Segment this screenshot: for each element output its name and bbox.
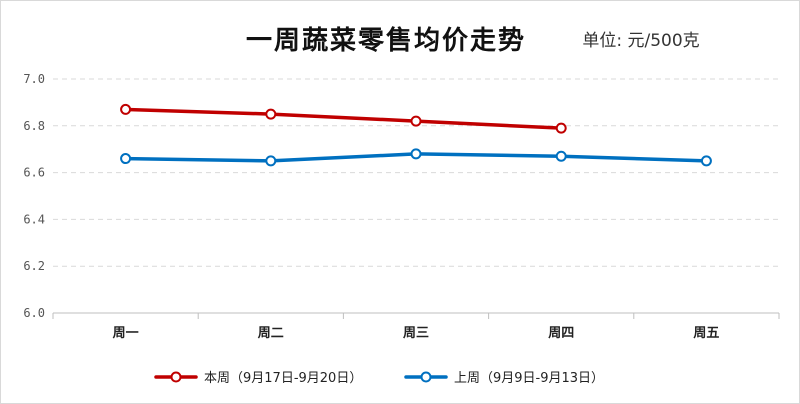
data-point [410,115,422,127]
y-tick-label: 6.6 [23,166,45,180]
data-point [120,103,132,115]
x-tick-label: 周五 [693,326,719,341]
x-tick-label: 周四 [548,326,574,341]
x-tick-label: 周一 [113,326,139,341]
x-tick-label: 周三 [403,326,429,341]
data-point [555,122,567,134]
y-tick-label: 7.0 [23,72,45,86]
legend: 本周（9月17日-9月20日） 上周（9月9日-9月13日） [154,371,604,386]
series-layer [120,103,712,167]
series-line-0 [123,107,563,130]
legend-marker-1 [420,371,432,383]
legend-label-1: 上周（9月9日-9月13日） [454,371,604,386]
x-tick-label: 周二 [258,326,284,341]
y-tick-label: 6.8 [23,119,45,133]
data-point [265,155,277,167]
data-point [120,153,132,165]
chart-title: 一周蔬菜零售均价走势 [246,25,526,56]
legend-marker-0 [170,371,182,383]
y-tick-label: 6.2 [23,259,45,273]
axis-layer: 6.0 6.2 6.4 6.6 6.8 7.0 周一 周二 周三 周四 周五 [23,72,780,341]
grid-layer [53,78,779,267]
data-point [265,108,277,120]
data-point [700,155,712,167]
legend-label-0: 本周（9月17日-9月20日） [204,371,362,386]
unit-label: 单位: 元/500克 [582,31,699,51]
data-point [410,148,422,160]
y-tick-label: 6.0 [23,306,45,320]
y-tick-label: 6.4 [23,212,45,226]
data-point [555,150,567,162]
